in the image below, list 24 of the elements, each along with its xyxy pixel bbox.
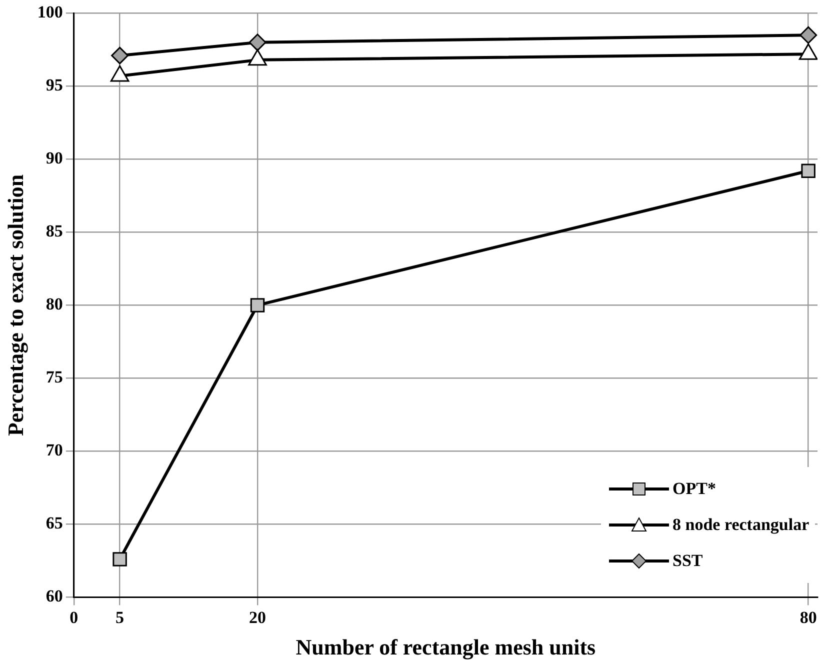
x-tick-label: 5 bbox=[116, 608, 124, 627]
y-tick-label: 75 bbox=[46, 368, 63, 387]
x-tick-label: 0 bbox=[70, 608, 78, 627]
y-tick-label: 85 bbox=[46, 222, 63, 241]
y-axis-title: Percentage to exact solution bbox=[2, 174, 28, 436]
y-tick-label: 70 bbox=[46, 440, 63, 460]
x-axis-title: Number of rectangle mesh units bbox=[296, 634, 596, 660]
legend-label: SST bbox=[672, 551, 703, 572]
point bbox=[250, 298, 265, 312]
point bbox=[248, 34, 266, 52]
point bbox=[111, 46, 129, 64]
point bbox=[112, 552, 127, 566]
y-tick-label: 90 bbox=[46, 148, 63, 168]
y-tick-label: 65 bbox=[46, 514, 63, 533]
y-tick-label: 95 bbox=[46, 76, 63, 95]
legend-label: 8 node rectangular bbox=[672, 515, 810, 536]
point bbox=[800, 26, 818, 44]
x-tick-label: 80 bbox=[800, 608, 817, 627]
y-tick-label: 80 bbox=[46, 294, 63, 314]
y-tick-label: 100 bbox=[37, 2, 63, 22]
legend-label: OPT* bbox=[672, 479, 716, 500]
y-tick-label: 60 bbox=[46, 586, 63, 606]
x-tick-label: 20 bbox=[249, 608, 266, 627]
point bbox=[801, 164, 816, 178]
